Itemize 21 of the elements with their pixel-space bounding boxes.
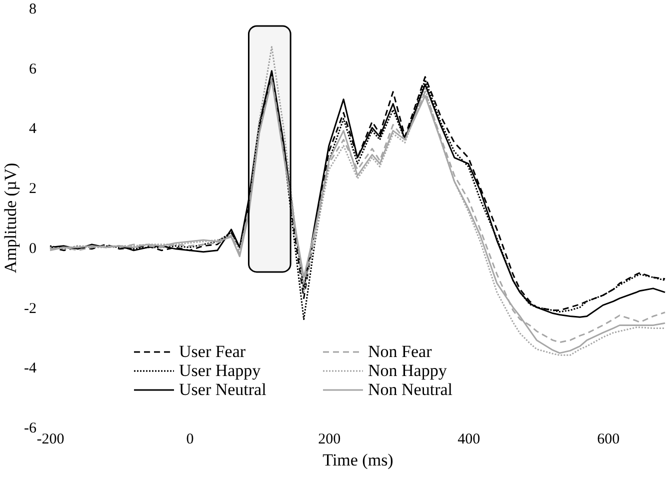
legend-label: User Happy xyxy=(179,361,262,380)
x-tick-label: 0 xyxy=(186,432,194,448)
y-tick-label: -2 xyxy=(24,300,36,317)
x-tick-label: 400 xyxy=(458,432,480,448)
y-tick-label: 2 xyxy=(29,181,36,198)
legend-label: User Neutral xyxy=(179,380,267,399)
legend-label: User Fear xyxy=(179,342,246,361)
legend-label: Non Happy xyxy=(368,361,448,380)
y-tick-label: 4 xyxy=(29,121,37,138)
x-tick-label: 600 xyxy=(597,432,620,448)
y-tick-label: 8 xyxy=(29,2,36,18)
x-axis-title: Time (ms) xyxy=(322,450,394,470)
legend-label: Non Neutral xyxy=(368,380,453,399)
y-tick-label: 0 xyxy=(29,240,36,257)
legend-label: Non Fear xyxy=(368,342,432,361)
y-tick-label: -4 xyxy=(24,360,37,377)
y-tick-label: -6 xyxy=(24,420,37,436)
y-axis-title: Amplitude (µV) xyxy=(1,162,20,274)
y-tick-label: 6 xyxy=(29,61,37,78)
x-tick-label: 200 xyxy=(318,432,341,448)
x-tick-label: -200 xyxy=(36,432,64,448)
